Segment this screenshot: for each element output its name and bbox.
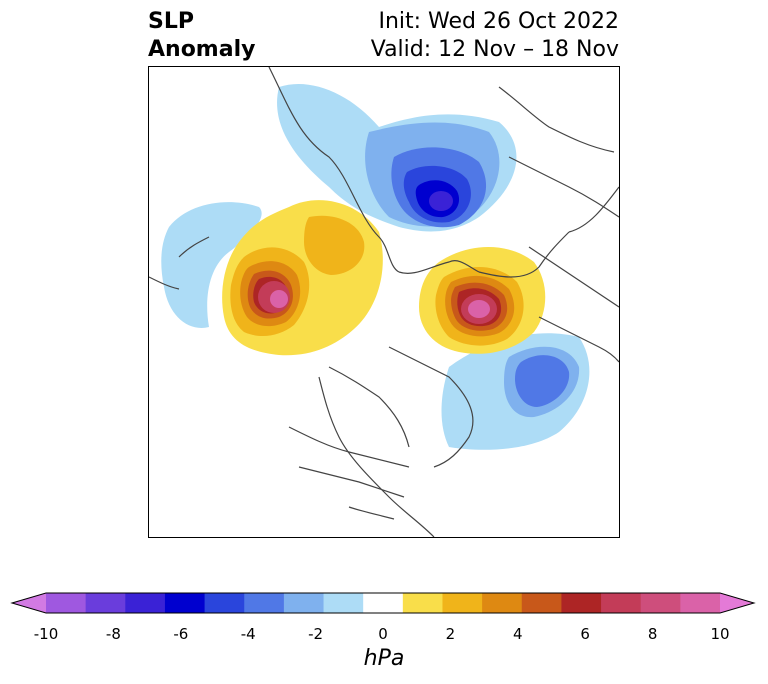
coastlines — [149, 67, 619, 537]
colorbar-segment — [164, 593, 206, 613]
title-variable: Anomaly — [148, 37, 256, 62]
high-center-east — [468, 300, 490, 318]
positive-anomaly-fill — [222, 200, 546, 356]
colorbar-tick-label: 4 — [513, 625, 523, 643]
map-panel — [148, 66, 620, 538]
anomaly-map — [149, 67, 619, 537]
colorbar-segment — [323, 593, 364, 613]
init-date: Init: Wed 26 Oct 2022 — [378, 9, 619, 34]
plot-title-right: Init: Wed 26 Oct 2022 Valid: 12 Nov – 18… — [371, 8, 619, 64]
colorbar-segments — [12, 593, 754, 613]
colorbar-tick-label: 10 — [710, 625, 730, 643]
strong-low-region-atlantic — [515, 355, 570, 407]
colorbar-segment — [85, 593, 126, 613]
colorbar-tick-label: -8 — [105, 625, 121, 643]
colorbar-segment — [442, 593, 483, 613]
colorbar-tick-label: 6 — [580, 625, 590, 643]
colorbar-segment — [601, 593, 642, 613]
colorbar-tick-label: -6 — [173, 625, 189, 643]
colorbar-segment — [125, 593, 166, 613]
plot-title-left: SLP Anomaly — [148, 8, 255, 64]
colorbar-tick-label: -10 — [33, 625, 59, 643]
weak-low-region-pacific — [161, 202, 262, 328]
colorbar-extend-max — [720, 593, 754, 613]
colorbar-tick-label: 2 — [445, 625, 456, 643]
colorbar-segment — [46, 593, 87, 613]
colorbar-segment — [402, 593, 443, 613]
title-field: SLP — [148, 9, 194, 34]
colorbar-tick-label: -4 — [240, 625, 256, 643]
colorbar-segment — [680, 593, 721, 613]
colorbar-tick-label: -2 — [308, 625, 324, 643]
colorbar-tick-label: 0 — [378, 625, 388, 643]
colorbar-segment — [561, 593, 602, 613]
colorbar-extend-min — [12, 593, 46, 613]
colorbar-tick-label: 8 — [647, 625, 658, 643]
colorbar-graphic — [10, 592, 756, 614]
valid-range: Valid: 12 Nov – 18 Nov — [370, 37, 619, 62]
high-center-west — [270, 290, 288, 308]
low-core-center — [429, 191, 453, 211]
colorbar-outline — [10, 592, 756, 614]
colorbar-segment — [283, 593, 325, 613]
colorbar-unit: hPa — [363, 646, 405, 671]
negative-anomaly-fill — [161, 83, 590, 450]
colorbar-segment — [244, 593, 285, 613]
colorbar — [0, 585, 768, 625]
colorbar-segment — [640, 593, 681, 613]
colorbar-segment — [521, 593, 562, 613]
colorbar-segment — [363, 593, 404, 613]
moderate-high-region-west-north — [304, 215, 365, 275]
colorbar-segment — [482, 593, 523, 613]
colorbar-segment — [204, 593, 245, 613]
